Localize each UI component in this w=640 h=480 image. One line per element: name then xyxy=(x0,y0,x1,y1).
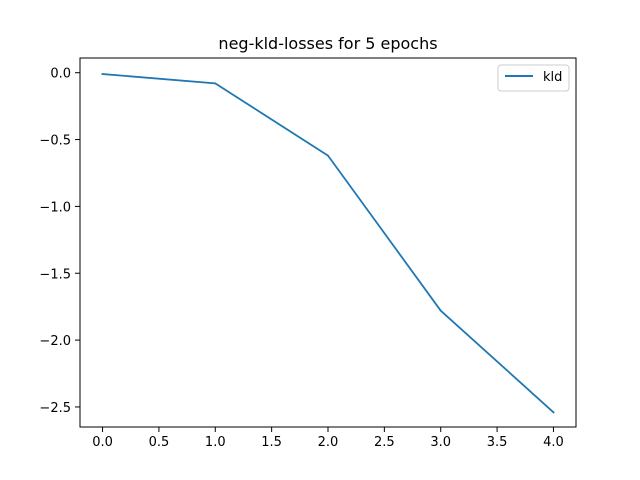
legend: kld xyxy=(497,64,570,92)
x-tick-label: 2.0 xyxy=(318,435,339,450)
y-tick-label: −2.5 xyxy=(39,401,71,416)
chart-title: neg-kld-losses for 5 epochs xyxy=(218,34,437,53)
data-point xyxy=(327,154,329,157)
data-point xyxy=(101,73,104,75)
x-axis: 0.0 0.5 1.0 1.5 2.0 2.5 3.0 3.5 4.0 xyxy=(92,427,564,450)
x-tick-label: 1.0 xyxy=(205,435,226,450)
y-tick-label: 0.0 xyxy=(50,67,71,82)
y-tick-label: −1.5 xyxy=(39,267,71,282)
y-tick-label: −1.0 xyxy=(39,200,71,215)
x-tick-label: 1.5 xyxy=(261,435,282,450)
y-tick-label: −2.0 xyxy=(39,334,71,349)
legend-box xyxy=(497,64,570,92)
x-tick-label: 3.0 xyxy=(430,435,451,450)
legend-label-kld: kld xyxy=(543,70,562,85)
y-axis: 0.0 −0.5 −1.0 −1.5 −2.0 −2.5 xyxy=(39,67,80,416)
series-layer xyxy=(101,73,555,414)
x-tick-label: 4.0 xyxy=(543,435,564,450)
y-tick-label: −0.5 xyxy=(39,134,71,149)
x-tick-label: 2.5 xyxy=(374,435,395,450)
plot-frame xyxy=(79,57,577,428)
data-point xyxy=(439,309,442,312)
x-tick-label: 0.0 xyxy=(92,435,113,450)
data-point xyxy=(552,411,555,414)
x-tick-label: 0.5 xyxy=(149,435,170,450)
x-tick-label: 3.5 xyxy=(487,435,508,450)
data-point xyxy=(214,82,217,85)
plot-area xyxy=(80,58,576,427)
